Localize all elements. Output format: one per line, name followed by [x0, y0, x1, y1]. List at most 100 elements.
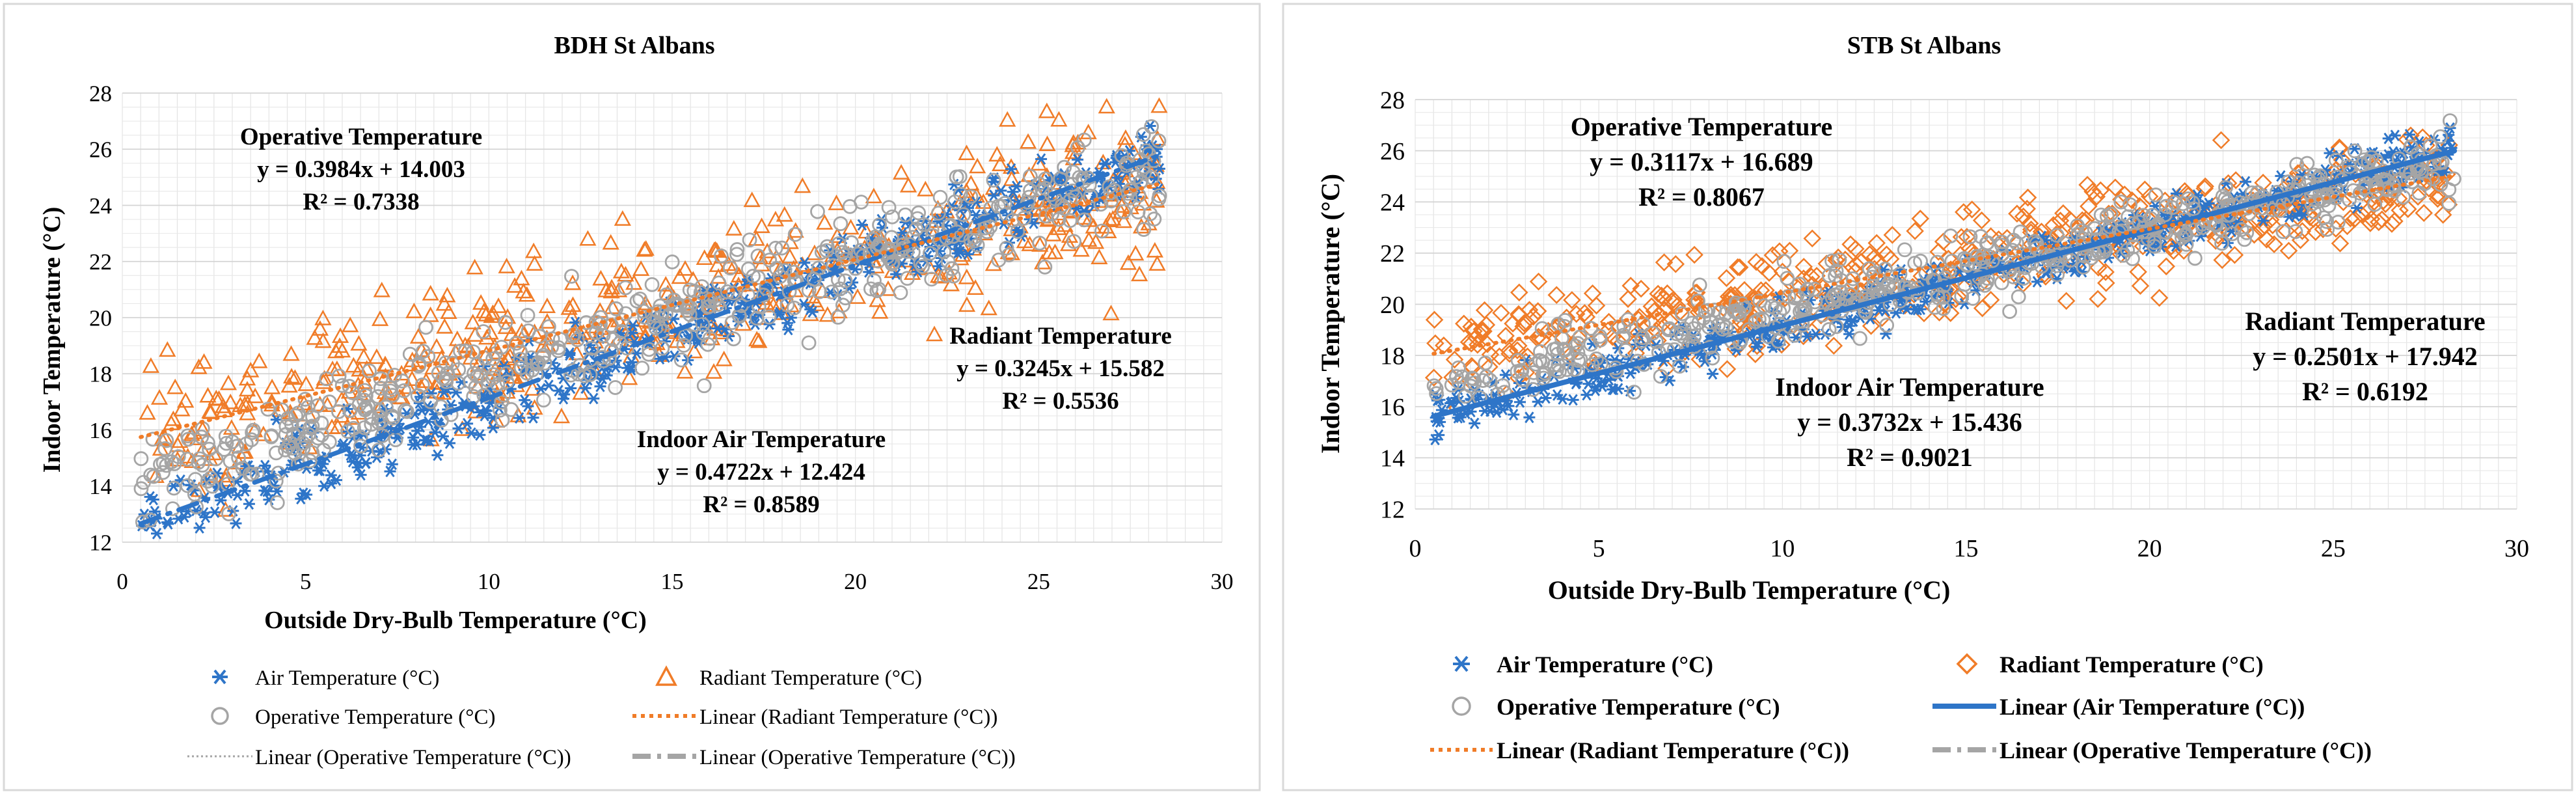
data-point-radiant	[436, 318, 454, 334]
annotation-air-title: Indoor Air Temperature	[637, 426, 886, 453]
data-point-operative	[1616, 327, 1631, 343]
data-point-operative	[655, 340, 670, 356]
data-point-radiant	[1030, 155, 1048, 171]
data-point-radiant	[1906, 222, 1924, 240]
data-point-operative	[2217, 191, 2233, 206]
legend-item[interactable]: Operative Temperature (°C)	[1452, 694, 1780, 720]
data-point-radiant	[217, 467, 235, 483]
data-point-radiant	[1497, 327, 1515, 345]
data-point-radiant	[602, 234, 619, 250]
data-point-radiant	[2044, 216, 2063, 234]
data-point-radiant	[345, 357, 362, 373]
data-point-radiant	[1760, 264, 1778, 282]
legend-item[interactable]: Linear (Operative Temperature (°C))	[632, 746, 1016, 769]
data-point-radiant	[373, 281, 390, 297]
y-tick-label: 28	[89, 81, 112, 106]
data-point-radiant	[2389, 189, 2408, 208]
data-point-operative	[2312, 168, 2328, 184]
data-point-operative	[612, 335, 628, 351]
data-point-air	[386, 458, 398, 471]
data-point-air	[798, 256, 811, 269]
data-point-radiant	[525, 242, 543, 258]
data-point-air	[1035, 153, 1048, 165]
data-point-radiant	[427, 338, 446, 354]
legend-item[interactable]: Linear (Air Temperature (°C))	[1932, 694, 2305, 720]
data-point-operative	[787, 300, 802, 316]
data-point-radiant	[323, 419, 341, 434]
legend-item[interactable]: Operative Temperature (°C)	[211, 706, 495, 729]
data-point-operative	[494, 394, 509, 410]
data-point-operative	[724, 315, 740, 331]
data-point-operative	[490, 377, 506, 392]
data-point-radiant	[794, 177, 811, 193]
data-point-radiant	[1662, 292, 1681, 310]
legend-item[interactable]: Linear (Radiant Temperature (°C))	[1430, 737, 1849, 763]
y-tick-label: 22	[89, 249, 112, 275]
data-point-operative	[2113, 194, 2129, 210]
data-point-operative	[729, 242, 745, 257]
data-point-operative	[584, 340, 599, 356]
legend-symbol-diamond	[1956, 653, 1978, 675]
data-point-operative	[476, 324, 491, 339]
data-point-operative	[2244, 185, 2260, 200]
x-tick-label: 15	[661, 569, 684, 594]
legend-item[interactable]: Radiant Temperature (°C)	[655, 665, 922, 690]
data-point-operative	[504, 402, 519, 417]
data-point-operative	[1965, 291, 1981, 306]
data-point-radiant	[2131, 277, 2150, 295]
data-point-operative	[1536, 367, 1551, 383]
data-point-operative	[524, 350, 539, 366]
data-point-radiant	[917, 180, 934, 197]
data-point-operative	[1454, 369, 1470, 385]
data-point-radiant	[1668, 297, 1687, 316]
data-point-operative	[495, 413, 510, 428]
legend-item[interactable]: Linear (Radiant Temperature (°C))	[632, 706, 997, 729]
data-point-radiant	[159, 341, 176, 357]
legend-item[interactable]: Linear (Operative Temperature (°C))	[187, 746, 571, 769]
data-point-air	[2382, 132, 2394, 144]
data-point-radiant	[2140, 187, 2159, 206]
data-point-operative	[208, 451, 224, 467]
data-point-radiant	[183, 452, 201, 469]
data-point-air	[258, 484, 271, 497]
data-point-radiant	[1824, 336, 1843, 355]
data-point-operative	[1711, 318, 1726, 333]
legend-item[interactable]: Linear (Operative Temperature (°C))	[1932, 737, 2372, 763]
data-point-operative	[1426, 378, 1442, 394]
data-point-radiant	[142, 357, 160, 373]
data-point-radiant	[1520, 301, 1539, 319]
data-point-radiant	[217, 501, 234, 517]
data-point-radiant	[1040, 243, 1058, 260]
data-point-air	[897, 226, 909, 239]
data-point-air	[230, 517, 242, 529]
legend-item[interactable]: Radiant Temperature (°C)	[1956, 652, 2264, 678]
data-point-air	[444, 437, 455, 449]
data-point-operative	[1832, 252, 1847, 268]
data-point-radiant	[314, 309, 332, 325]
data-point-radiant	[1478, 335, 1497, 353]
data-point-radiant	[572, 384, 590, 400]
data-point-operative	[2132, 215, 2147, 230]
data-point-radiant	[871, 303, 889, 319]
data-point-radiant	[331, 327, 349, 343]
data-point-operative	[244, 432, 259, 448]
data-point-radiant	[1019, 133, 1037, 149]
data-point-operative	[634, 361, 650, 376]
data-point-radiant	[2130, 197, 2149, 215]
data-point-radiant	[2430, 170, 2448, 189]
data-point-operative	[1023, 183, 1038, 199]
trendline-radiant	[1431, 174, 2457, 356]
legend-item[interactable]: Air Temperature (°C)	[1453, 652, 1713, 678]
data-point-radiant	[603, 282, 620, 299]
data-point-radiant	[152, 440, 169, 456]
chart-bdh-points	[133, 97, 1168, 540]
data-point-radiant	[1050, 111, 1068, 127]
data-point-operative	[2330, 214, 2346, 230]
legend-item[interactable]: Air Temperature (°C)	[212, 666, 439, 690]
data-point-radiant	[1424, 368, 1443, 387]
data-point-radiant	[242, 361, 260, 377]
data-point-operative	[269, 445, 284, 461]
data-point-operative	[498, 315, 513, 330]
data-point-operative	[342, 379, 357, 394]
legend-label: Operative Temperature (°C)	[1497, 694, 1780, 720]
